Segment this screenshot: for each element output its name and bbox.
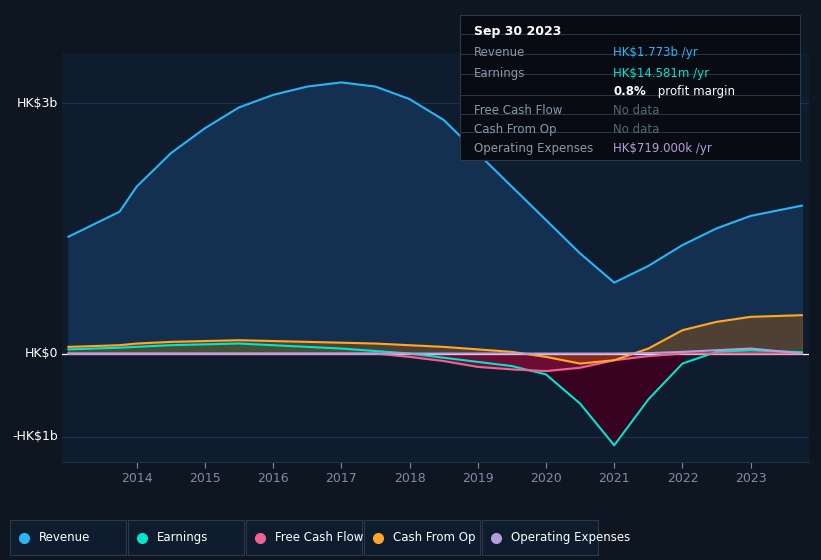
Text: profit margin: profit margin bbox=[654, 85, 735, 99]
Text: Cash From Op: Cash From Op bbox=[393, 531, 475, 544]
Text: HK$719.000k /yr: HK$719.000k /yr bbox=[613, 142, 712, 155]
Text: No data: No data bbox=[613, 104, 659, 117]
Text: Cash From Op: Cash From Op bbox=[474, 123, 556, 136]
Text: 0.8%: 0.8% bbox=[613, 85, 646, 99]
Text: Earnings: Earnings bbox=[474, 67, 525, 80]
Text: Free Cash Flow: Free Cash Flow bbox=[474, 104, 562, 117]
Text: Operating Expenses: Operating Expenses bbox=[511, 531, 631, 544]
Text: HK$3b: HK$3b bbox=[16, 97, 57, 110]
Text: Earnings: Earnings bbox=[157, 531, 209, 544]
Text: HK$14.581m /yr: HK$14.581m /yr bbox=[613, 67, 709, 80]
Text: No data: No data bbox=[613, 123, 659, 136]
Text: Revenue: Revenue bbox=[39, 531, 90, 544]
Text: HK$0: HK$0 bbox=[25, 347, 57, 360]
Text: Free Cash Flow: Free Cash Flow bbox=[275, 531, 364, 544]
Text: Revenue: Revenue bbox=[474, 46, 525, 59]
Text: HK$1.773b /yr: HK$1.773b /yr bbox=[613, 46, 698, 59]
Text: Sep 30 2023: Sep 30 2023 bbox=[474, 25, 561, 38]
Text: -HK$1b: -HK$1b bbox=[12, 431, 57, 444]
Text: Operating Expenses: Operating Expenses bbox=[474, 142, 593, 155]
